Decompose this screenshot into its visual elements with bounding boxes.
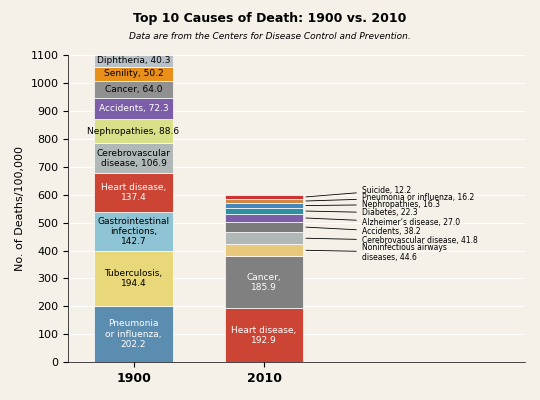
Text: Pneumonia or influenza, 16.2: Pneumonia or influenza, 16.2	[306, 193, 474, 202]
Bar	[225, 244, 303, 256]
Text: Data are from the Centers for Disease Control and Prevention.: Data are from the Centers for Disease Co…	[129, 32, 411, 41]
Bar	[225, 232, 303, 244]
Bar	[225, 214, 303, 222]
Text: Cerebrovascular
disease, 106.9: Cerebrovascular disease, 106.9	[97, 149, 171, 168]
Text: Diabetes, 22.3: Diabetes, 22.3	[306, 208, 417, 217]
Text: Pneumonia
or influenza,
202.2: Pneumonia or influenza, 202.2	[105, 319, 162, 349]
Text: Cerebrovascular disease, 41.8: Cerebrovascular disease, 41.8	[306, 236, 478, 245]
Bar	[94, 98, 173, 119]
Text: Heart disease,
137.4: Heart disease, 137.4	[101, 183, 166, 202]
Bar	[94, 80, 173, 98]
Text: Tuberculosis,
194.4: Tuberculosis, 194.4	[104, 269, 163, 288]
Bar	[94, 55, 173, 66]
Text: Gastrointestinal
infections,
142.7: Gastrointestinal infections, 142.7	[97, 217, 170, 246]
Text: Cancer,
185.9: Cancer, 185.9	[247, 273, 281, 292]
Bar	[94, 143, 173, 173]
Bar	[225, 256, 303, 308]
Bar	[225, 199, 303, 203]
Text: Heart disease,
192.9: Heart disease, 192.9	[232, 326, 296, 345]
Text: Cancer, 64.0: Cancer, 64.0	[105, 85, 163, 94]
Bar	[225, 208, 303, 214]
Bar	[94, 173, 173, 212]
Text: Accidents, 72.3: Accidents, 72.3	[99, 104, 168, 113]
Text: Nephropathies, 16.3: Nephropathies, 16.3	[306, 200, 440, 209]
Bar	[94, 306, 173, 362]
Text: Diphtheria, 40.3: Diphtheria, 40.3	[97, 56, 170, 66]
Text: Accidents, 38.2: Accidents, 38.2	[306, 227, 421, 236]
Bar	[225, 203, 303, 208]
Text: Senility, 50.2: Senility, 50.2	[104, 69, 163, 78]
Text: Alzheimer’s disease, 27.0: Alzheimer’s disease, 27.0	[306, 218, 460, 227]
Text: Noninfectious airways
diseases, 44.6: Noninfectious airways diseases, 44.6	[306, 242, 447, 262]
Y-axis label: No. of Deaths/100,000: No. of Deaths/100,000	[15, 146, 25, 271]
Text: Top 10 Causes of Death: 1900 vs. 2010: Top 10 Causes of Death: 1900 vs. 2010	[133, 12, 407, 25]
Bar	[94, 119, 173, 143]
Bar	[94, 212, 173, 252]
Bar	[225, 195, 303, 199]
Text: Nephropathies, 88.6: Nephropathies, 88.6	[87, 126, 180, 136]
Bar	[94, 252, 173, 306]
Bar	[94, 66, 173, 80]
Bar	[225, 308, 303, 362]
Bar	[225, 222, 303, 232]
Text: Suicide, 12.2: Suicide, 12.2	[306, 186, 411, 197]
